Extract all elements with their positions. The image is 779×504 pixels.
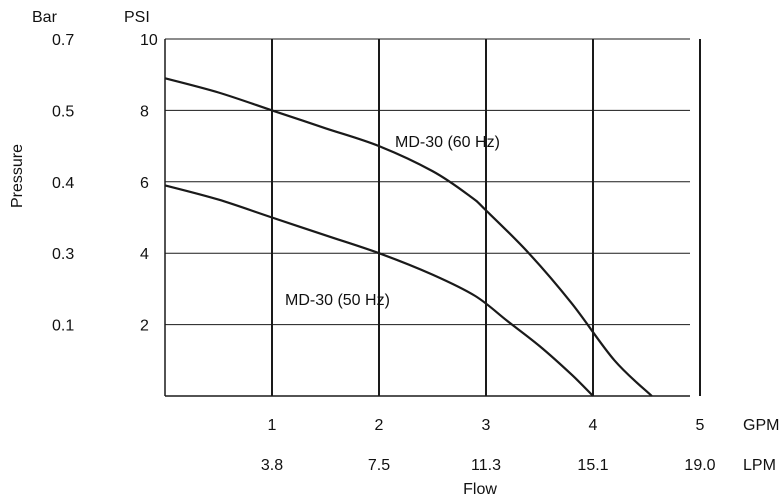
y-unit-secondary-label: Bar: [32, 9, 58, 26]
grid: [164, 38, 701, 397]
y-unit-primary-label: PSI: [124, 9, 150, 26]
y-axis-title: Pressure: [9, 144, 26, 208]
x-unit-secondary-label: LPM: [743, 457, 776, 474]
y-tick-label-psi: 6: [140, 175, 149, 192]
x-tick-label-gpm: 1: [268, 417, 277, 434]
x-tick-label-lpm: 7.5: [368, 457, 390, 474]
tick-labels: 2 0.1 4 0.3 6 0.4 8 0.5 10 0.7 1 3.8 2 7.5 3 11.3 4 15.1 5…: [52, 32, 716, 474]
x-tick-label-lpm: 11.3: [471, 457, 501, 474]
y-tick-label-bar: 0.4: [52, 175, 74, 192]
x-tick-label-gpm: 4: [589, 417, 598, 434]
y-tick-label-psi: 4: [140, 246, 149, 263]
y-tick-label-bar: 0.5: [52, 103, 74, 120]
x-tick-label-lpm: 3.8: [261, 457, 283, 474]
y-tick-label-bar: 0.7: [52, 32, 74, 49]
x-axis-title: Flow: [463, 481, 497, 498]
x-tick-label-gpm: 5: [696, 417, 705, 434]
y-tick-label-psi: 10: [140, 32, 158, 49]
y-tick-label-bar: 0.3: [52, 246, 74, 263]
x-unit-primary-label: GPM: [743, 417, 779, 434]
series-label-60hz: MD-30 (60 Hz): [395, 134, 500, 151]
y-tick-label-bar: 0.1: [52, 318, 74, 335]
series-lines: [164, 77, 653, 397]
x-tick-label-lpm: 19.0: [684, 457, 715, 474]
series-label-50hz: MD-30 (50 Hz): [285, 292, 390, 309]
y-tick-label-psi: 8: [140, 103, 149, 120]
x-tick-label-gpm: 2: [375, 417, 384, 434]
series-line-50hz: [164, 184, 594, 397]
series-line-60hz: [164, 77, 653, 397]
y-tick-label-psi: 2: [140, 318, 149, 335]
x-tick-label-lpm: 15.1: [577, 457, 608, 474]
x-tick-label-gpm: 3: [482, 417, 491, 434]
